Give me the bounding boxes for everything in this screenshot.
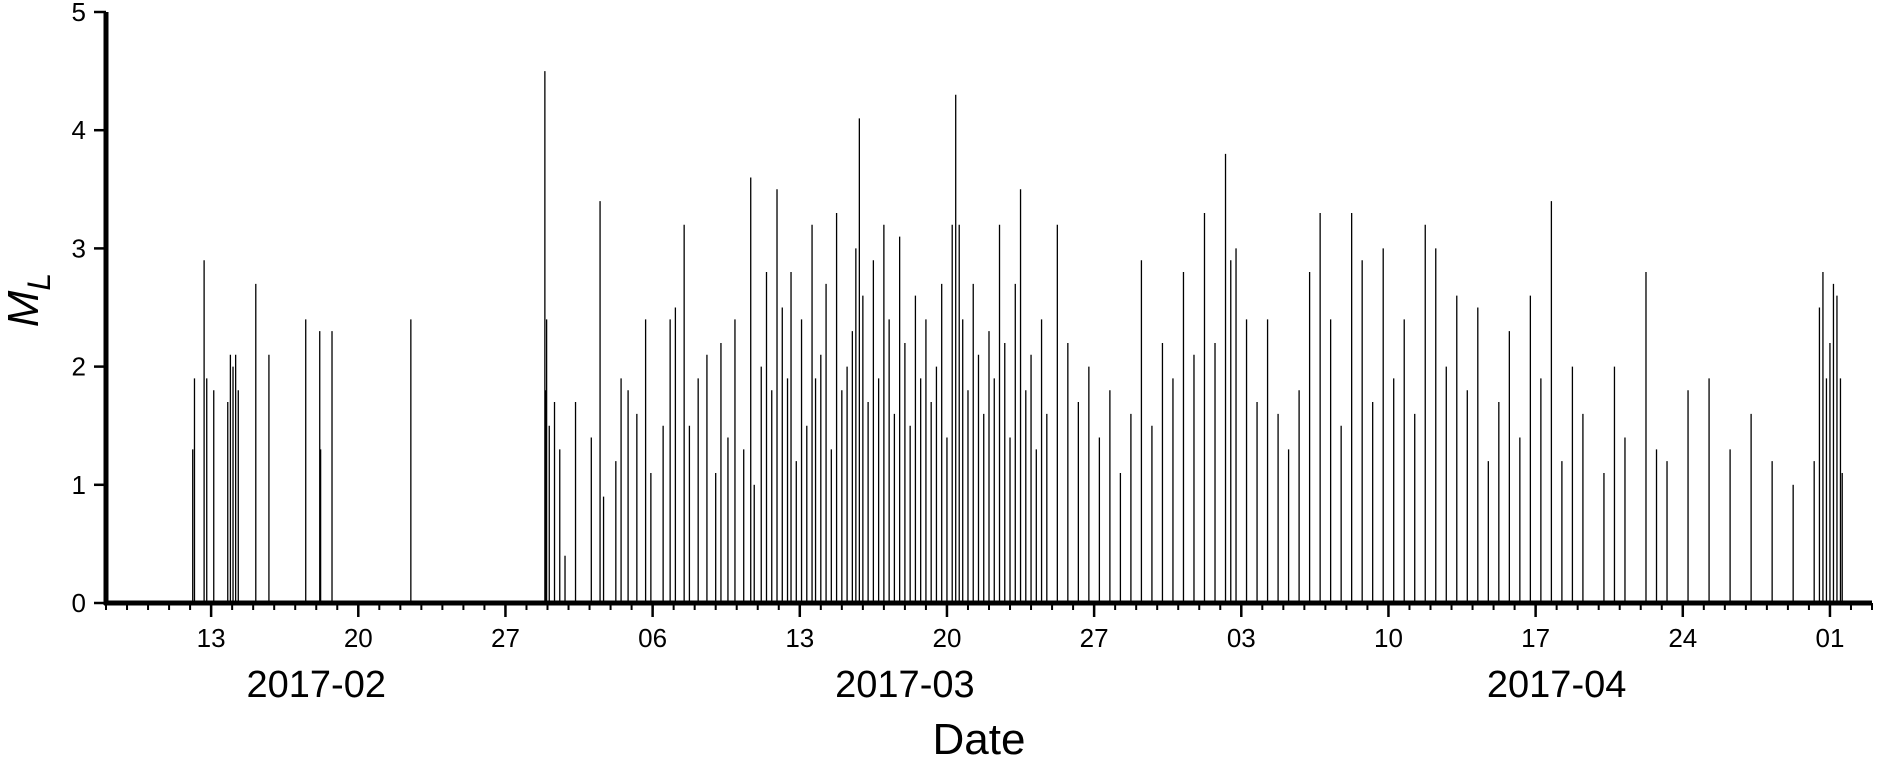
x-tick-label: 20	[932, 623, 961, 653]
y-tick-label: 3	[72, 233, 86, 263]
x-tick-label: 03	[1227, 623, 1256, 653]
chart-axes	[103, 12, 1872, 606]
x-tick-label: 27	[1080, 623, 1109, 653]
x-tick-label: 06	[638, 623, 667, 653]
y-axis-title: ML	[0, 273, 57, 327]
event-bars	[192, 71, 1843, 603]
y-tick-label: 2	[72, 352, 86, 382]
x-tick-label: 10	[1374, 623, 1403, 653]
x-tick-label: 17	[1521, 623, 1550, 653]
y-tick-label: 0	[72, 588, 86, 618]
y-axis-title-subscript: L	[21, 273, 57, 291]
x-tick-label: 13	[197, 623, 226, 653]
y-tick-label: 1	[72, 470, 86, 500]
x-tick-label: 01	[1815, 623, 1844, 653]
x-tick-label: 13	[785, 623, 814, 653]
x-tick-label: 20	[344, 623, 373, 653]
y-tick-label: 4	[72, 115, 86, 145]
x-tick-label: 24	[1668, 623, 1697, 653]
x-month-label: 2017-04	[1487, 664, 1626, 706]
x-month-label: 2017-03	[835, 664, 974, 706]
axis-ticks	[94, 10, 1873, 617]
x-month-label: 2017-02	[247, 664, 386, 706]
x-tick-label: 27	[491, 623, 520, 653]
y-axis-title-main: M	[0, 290, 48, 327]
y-tick-label: 5	[72, 0, 86, 27]
x-axis-title: Date	[933, 715, 1026, 761]
